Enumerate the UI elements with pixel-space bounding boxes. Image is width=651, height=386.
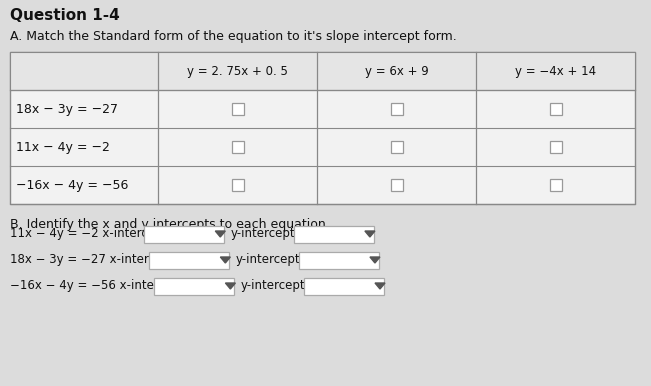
Bar bbox=[145, 225, 225, 242]
Bar bbox=[549, 103, 562, 115]
Polygon shape bbox=[375, 283, 385, 289]
Polygon shape bbox=[365, 231, 375, 237]
Bar bbox=[232, 103, 243, 115]
Bar bbox=[391, 179, 402, 191]
Bar bbox=[149, 252, 229, 269]
Bar bbox=[391, 103, 402, 115]
Bar bbox=[10, 52, 635, 204]
Polygon shape bbox=[215, 231, 225, 237]
Text: −16x − 4y = −56: −16x − 4y = −56 bbox=[16, 178, 128, 191]
Bar bbox=[154, 278, 234, 295]
Text: −16x − 4y = −56 x-intercept:: −16x − 4y = −56 x-intercept: bbox=[10, 279, 189, 293]
Bar bbox=[294, 225, 374, 242]
Text: y-intercept:: y-intercept: bbox=[240, 279, 309, 293]
Text: 18x − 3y = −27: 18x − 3y = −27 bbox=[16, 103, 118, 115]
Text: y = 2. 75x + 0. 5: y = 2. 75x + 0. 5 bbox=[187, 64, 288, 78]
Text: y = 6x + 9: y = 6x + 9 bbox=[365, 64, 428, 78]
Text: Question 1-4: Question 1-4 bbox=[10, 8, 120, 23]
Bar bbox=[232, 141, 243, 153]
Bar bbox=[391, 141, 402, 153]
Bar bbox=[549, 179, 562, 191]
Bar bbox=[304, 278, 384, 295]
Polygon shape bbox=[225, 283, 236, 289]
Text: 11x − 4y = −2 x-intercept:: 11x − 4y = −2 x-intercept: bbox=[10, 227, 171, 240]
Text: y-intercept:: y-intercept: bbox=[230, 227, 299, 240]
Text: y-intercept:: y-intercept: bbox=[236, 254, 304, 266]
Polygon shape bbox=[220, 257, 230, 263]
Text: y = −4x + 14: y = −4x + 14 bbox=[515, 64, 596, 78]
Text: A. Match the Standard form of the equation to it's slope intercept form.: A. Match the Standard form of the equati… bbox=[10, 30, 457, 43]
Bar bbox=[549, 141, 562, 153]
Bar bbox=[232, 179, 243, 191]
Polygon shape bbox=[370, 257, 380, 263]
Text: 11x − 4y = −2: 11x − 4y = −2 bbox=[16, 141, 110, 154]
Text: B. Identify the x and y intercepts to each equation.: B. Identify the x and y intercepts to ea… bbox=[10, 218, 330, 231]
Bar bbox=[10, 52, 635, 90]
Text: 18x − 3y = −27 x-intercept:: 18x − 3y = −27 x-intercept: bbox=[10, 254, 178, 266]
Bar bbox=[299, 252, 379, 269]
